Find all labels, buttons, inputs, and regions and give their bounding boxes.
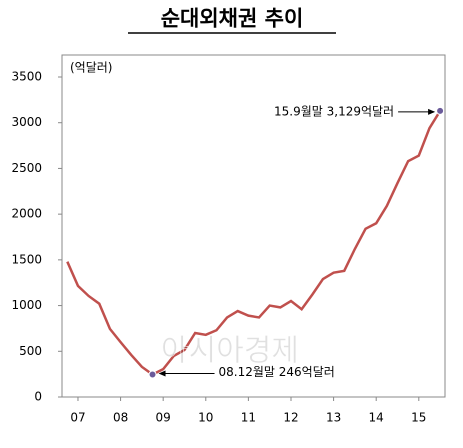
x-tick-label: 07 [70,411,85,425]
watermark: 아시아경제 [161,334,299,369]
x-tick-label: 10 [198,411,213,425]
y-tick-label: 3500 [11,70,42,84]
unit-label: (억달러) [70,61,112,75]
chart-title: 순대외채권 추이 [161,6,304,31]
y-tick-label: 500 [19,344,42,358]
x-tick-label: 11 [241,411,256,425]
y-tick-label: 3000 [11,115,42,129]
y-tick-label: 2500 [11,161,42,175]
point-marker [436,106,445,115]
x-tick-label: 12 [283,411,298,425]
annotation: 08.12월말 246억달러 [219,365,335,379]
y-tick-label: 2000 [11,207,42,221]
plot-frame [61,54,446,398]
y-tick-label: 1000 [11,298,42,312]
point-marker [148,370,157,379]
x-tick-label: 15 [411,411,426,425]
data-line [66,110,442,376]
arrow-head [158,370,166,377]
x-tick-label: 14 [369,411,384,425]
y-tick-label: 0 [34,390,42,404]
x-tick-label: 13 [326,411,341,425]
x-tick-label: 09 [156,411,171,425]
annotation: 15.9월말 3,129억달러 [274,104,394,118]
x-tick-label: 08 [113,411,128,425]
y-tick-label: 1500 [11,252,42,266]
arrow-head [428,108,436,115]
